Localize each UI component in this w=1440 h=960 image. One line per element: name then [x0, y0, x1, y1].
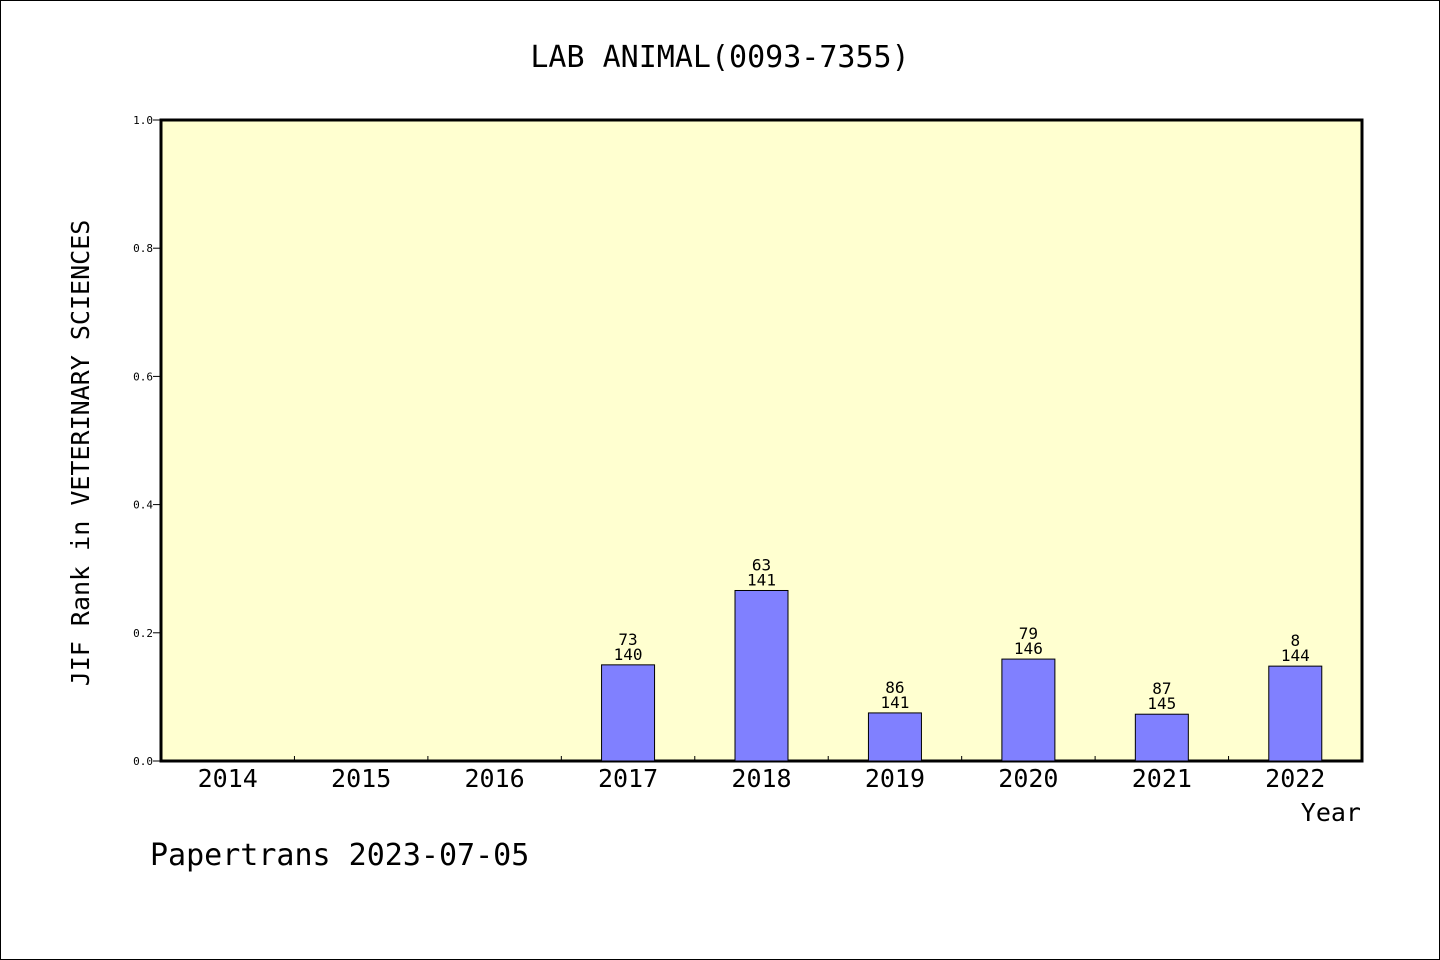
bar-2022	[1268, 665, 1323, 762]
chart-title: LAB ANIMAL(0093-7355)	[530, 40, 909, 75]
bar-rank-label: 73	[618, 630, 637, 649]
bar-total-label: 140	[614, 645, 643, 664]
bar-rank-label: 8	[1290, 631, 1300, 650]
x-tick-label: 2017	[598, 764, 658, 793]
x-tick-label: 2019	[865, 764, 925, 793]
x-axis-label: Year	[1301, 798, 1361, 827]
y-tick-label: 0.0	[133, 755, 153, 768]
x-axis-ticks: 2014 2015 2016 2017 2018 2019 2020 2021 2022	[198, 756, 1325, 793]
bar-rank-label: 79	[1019, 624, 1038, 643]
x-tick-label: 2022	[1265, 764, 1325, 793]
bar-total-label: 141	[747, 570, 776, 589]
bar-total-label: 145	[1147, 694, 1176, 713]
x-tick-label: 2021	[1132, 764, 1192, 793]
bar-rank-label: 86	[885, 678, 904, 697]
y-tick-label: 0.6	[133, 370, 153, 383]
bar-series	[601, 589, 1323, 762]
y-tick-label: 0.4	[133, 499, 153, 512]
x-tick-label: 2016	[465, 764, 525, 793]
y-tick-label: 0.2	[133, 627, 153, 640]
x-tick-label: 2015	[331, 764, 391, 793]
bar-2020	[1001, 658, 1056, 762]
bar-2017	[601, 664, 656, 762]
bar-total-label: 144	[1281, 646, 1310, 665]
y-tick-label: 1.0	[133, 114, 153, 127]
bar-2019	[867, 712, 922, 762]
bar-2018	[734, 589, 789, 762]
bar-2021	[1134, 713, 1189, 762]
bar-total-label: 146	[1014, 639, 1043, 658]
y-axis-label: JIF Rank in VETERINARY SCIENCES	[66, 220, 95, 687]
y-axis-ticks: 0.0 0.2 0.4 0.6 0.8 1.0	[133, 114, 161, 768]
x-tick-label: 2014	[198, 764, 258, 793]
bar-total-label: 141	[880, 693, 909, 712]
bar-rank-label: 63	[752, 555, 771, 574]
y-tick-label: 0.8	[133, 242, 153, 255]
x-tick-label: 2020	[998, 764, 1058, 793]
footer-watermark: Papertrans 2023-07-05	[150, 838, 529, 873]
x-tick-label: 2018	[731, 764, 791, 793]
bar-rank-label: 87	[1152, 679, 1171, 698]
